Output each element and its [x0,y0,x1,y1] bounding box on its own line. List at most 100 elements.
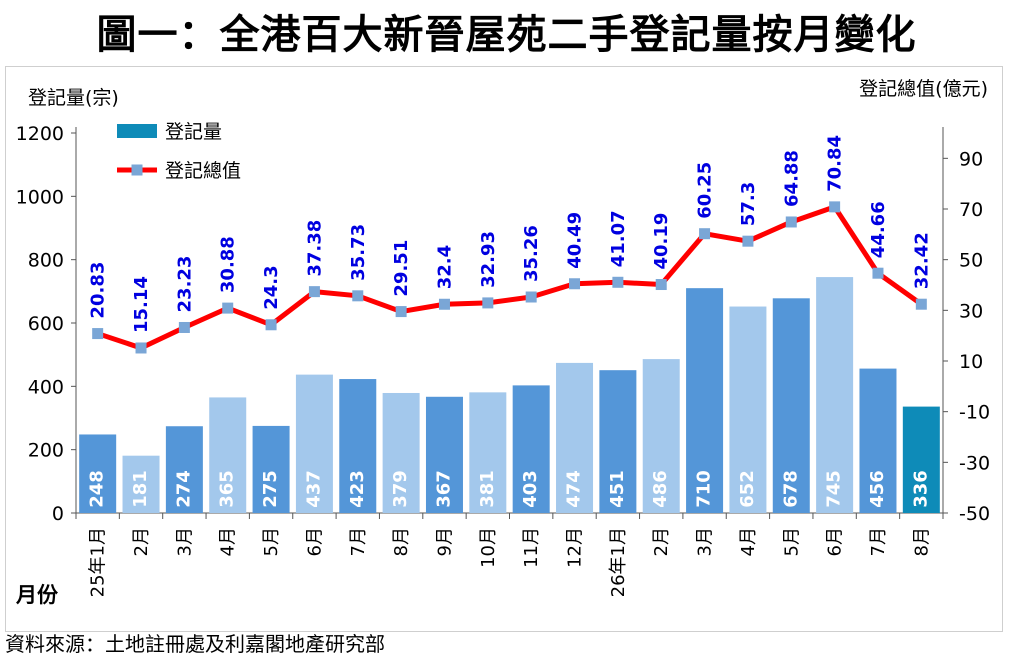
line-value-label: 30.88 [218,236,239,293]
line-value-label: 60.25 [695,162,716,219]
line-point-marker [482,297,494,309]
legend-line-label: 登記總值 [165,160,241,182]
x-tick-label: 7月 [348,527,369,556]
bar-value-label: 181 [130,470,151,508]
line-point-marker [525,291,537,303]
chart-title: 圖一：全港百大新晉屋苑二手登記量按月變化 [96,12,917,58]
bar [902,406,940,513]
bar-value-label: 274 [173,470,194,508]
y-right-tick-label: 70 [959,199,983,221]
bar [859,368,897,513]
line-point-marker [222,302,234,314]
y-right-tick-label: -30 [959,452,990,474]
x-tick-label: 5月 [261,527,282,556]
legend-bar-label: 登記量 [165,121,222,143]
line-point-marker [352,290,364,302]
bar [556,362,594,513]
bar-value-label: 275 [260,470,281,508]
source-note: 資料來源：土地註冊處及利嘉閣地產研究部 [5,632,385,656]
bar-value-label: 403 [520,470,541,508]
y-left-axis-title: 登記量(宗) [28,87,119,109]
line-value-label: 40.19 [651,213,672,270]
line-value-label: 44.66 [868,201,889,258]
line-point-marker [612,276,624,288]
line-value-label: 70.84 [825,135,846,192]
bar [729,306,767,513]
x-tick-label: 7月 [868,527,889,556]
y-right-tick-label: 90 [959,148,983,170]
y-right-axis-title: 登記總值(億元) [859,78,988,100]
bar [295,374,333,513]
x-tick-label: 8月 [911,527,932,556]
y-left-tick-label: 200 [28,440,64,462]
bar [79,434,117,513]
bar-value-label: 437 [303,470,324,508]
x-tick-label: 4月 [738,527,759,556]
y-right-tick-label: -10 [959,402,990,424]
x-tick-label: 11月 [521,527,542,568]
y-right-tick-label: 50 [959,250,983,272]
bar-value-label: 678 [780,470,801,508]
y-left-tick-label: 0 [52,503,64,525]
line-series-total-value [96,204,923,351]
line-point-marker [135,342,147,354]
line-value-label: 40.49 [565,212,586,269]
bar [382,392,420,513]
bar [686,288,724,513]
line-point-marker [872,267,884,279]
x-tick-label: 9月 [434,527,455,556]
x-tick-label: 8月 [391,527,412,556]
line-point-marker [308,286,320,298]
bar [599,370,637,513]
line-value-label: 41.07 [608,210,629,267]
line-point-marker [569,278,581,290]
line-point-marker [92,328,104,340]
line-value-label: 15.14 [131,276,152,333]
bar-value-label: 367 [433,470,454,508]
bar-value-label: 381 [477,470,498,508]
x-tick-label: 25年1月 [88,527,109,597]
y-left-tick-label: 600 [28,313,64,335]
x-axis-title: 月份 [15,583,59,607]
y-left-tick-label: 400 [28,376,64,398]
x-tick-label: 3月 [695,527,716,556]
bar [512,385,550,513]
bar-value-label: 451 [607,470,628,508]
x-tick-label: 26年1月 [608,527,629,597]
bar [165,426,203,513]
y-right-tick-label: -50 [959,503,990,525]
line-point-marker [915,298,927,310]
x-tick-label: 5月 [781,527,802,556]
line-value-label: 32.93 [478,231,499,288]
bar [425,396,463,513]
line-point-marker [699,228,711,240]
y-right-tick-label: 30 [959,300,983,322]
line-point-marker [178,321,190,333]
line-value-label: 20.83 [88,262,109,319]
x-tick-label: 4月 [218,527,239,556]
bar-value-label: 456 [867,470,888,508]
x-tick-label: 10月 [478,527,499,568]
x-tick-label: 2月 [131,527,152,556]
line-point-marker [742,235,754,247]
y-left-tick-label: 1000 [16,186,64,208]
x-tick-label: 6月 [304,527,325,556]
line-point-marker [265,319,277,331]
line-value-label: 32.4 [434,245,455,289]
x-tick-label: 2月 [651,527,672,556]
bar [772,298,810,513]
bar-value-label: 486 [650,470,671,508]
y-left-tick-label: 1200 [16,123,64,145]
chart-frame [5,66,1003,632]
bar [252,425,290,513]
line-value-label: 64.88 [781,150,802,207]
line-point-marker [655,279,667,291]
bar-value-label: 336 [910,470,931,508]
legend-line-marker [131,164,143,176]
bar [642,359,680,513]
line-value-label: 23.23 [174,256,195,313]
x-tick-label: 3月 [174,527,195,556]
x-tick-label: 6月 [825,527,846,556]
bar-value-label: 745 [824,470,845,508]
